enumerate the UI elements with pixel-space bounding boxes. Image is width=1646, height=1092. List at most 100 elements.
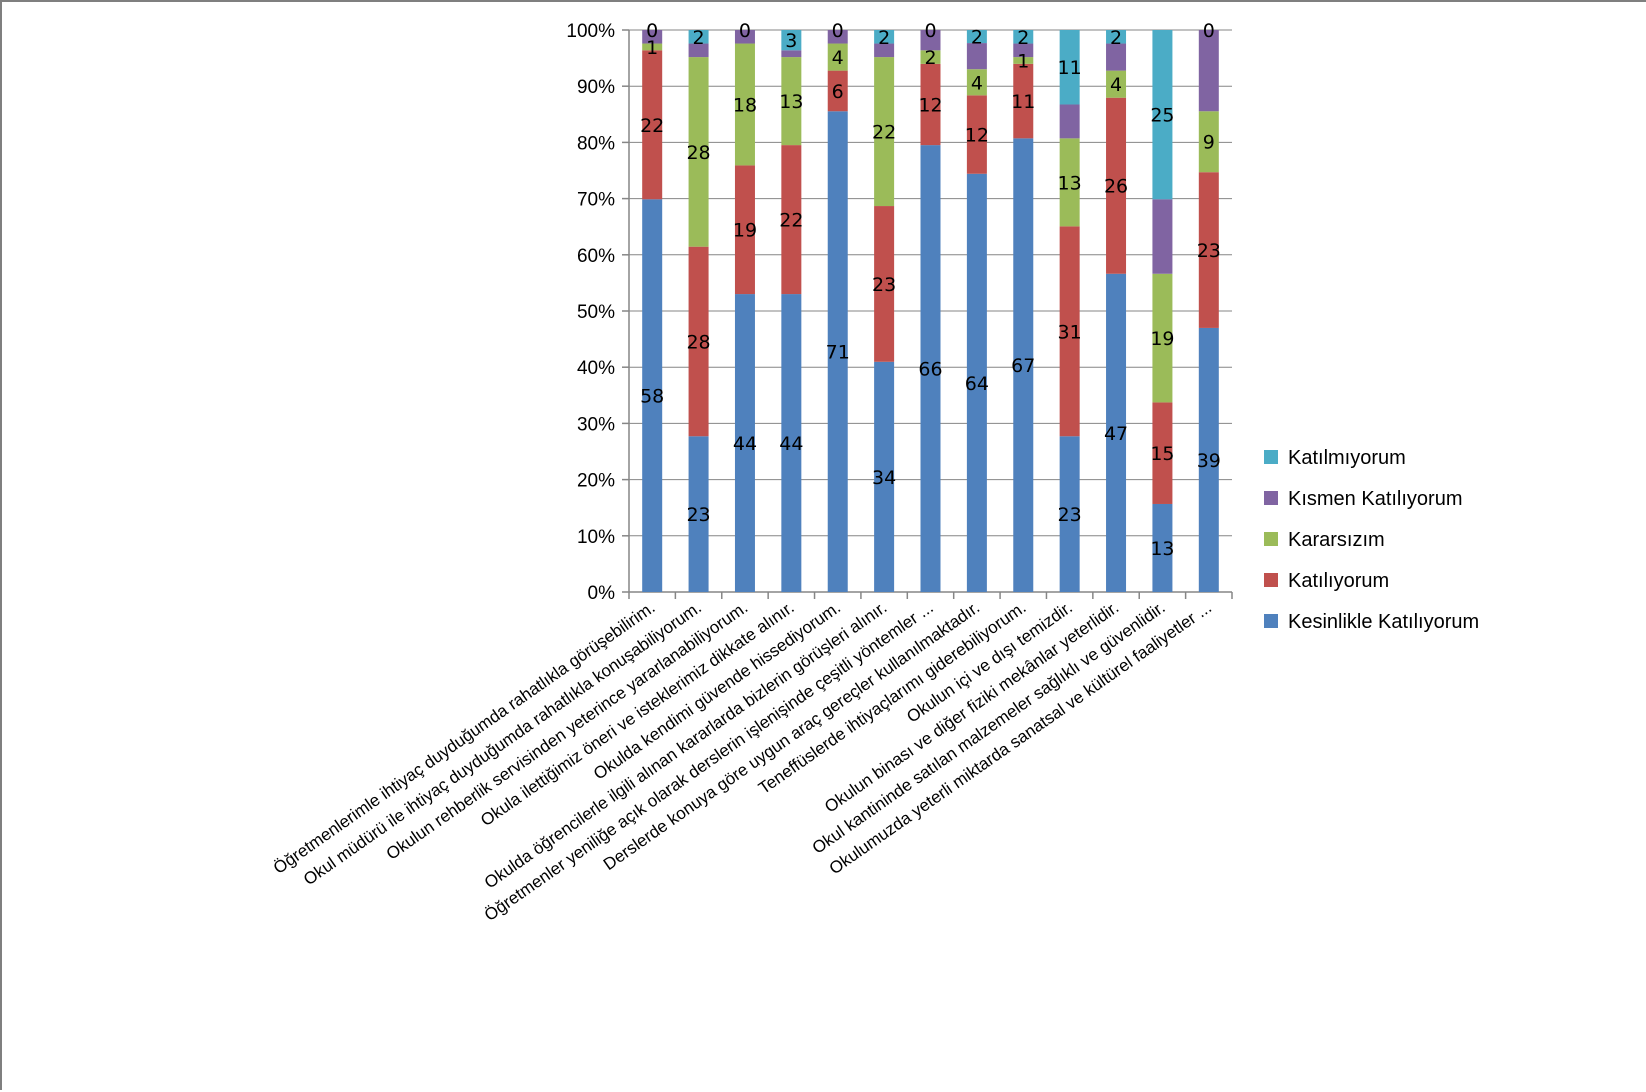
data-label: 23 xyxy=(686,504,710,526)
bar-segment xyxy=(688,43,709,58)
data-label: 2 xyxy=(693,27,705,49)
bar-segment xyxy=(1152,30,1173,200)
bar-segment xyxy=(966,95,987,174)
chart-data-labels: 5822102328282441918044221337164034232226… xyxy=(640,20,1221,560)
data-label: 1 xyxy=(646,37,658,59)
chart-bars xyxy=(642,30,1219,593)
bar-segment xyxy=(1198,172,1219,328)
bar-segment xyxy=(1152,273,1173,403)
bar-segment xyxy=(1059,226,1080,437)
data-label: 0 xyxy=(832,20,844,42)
legend-label: Katılıyorum xyxy=(1288,570,1389,592)
bar-segment xyxy=(920,145,941,592)
bar-segment xyxy=(1013,63,1034,139)
bar-segment xyxy=(734,165,755,295)
x-category-label: Okula ilettiğimiz öneri ve isteklerimiz … xyxy=(477,598,797,830)
data-label: 47 xyxy=(1104,423,1128,445)
bar-segment xyxy=(966,30,987,44)
y-tick-label: 90% xyxy=(577,77,615,98)
bar-segment xyxy=(734,294,755,592)
bar-segment xyxy=(966,69,987,96)
bar-segment xyxy=(1152,503,1173,592)
data-label: 18 xyxy=(733,94,757,116)
data-label: 28 xyxy=(686,142,710,164)
data-label: 11 xyxy=(1011,91,1035,113)
data-label: 26 xyxy=(1104,176,1128,198)
legend-label: Kısmen Katılıyorum xyxy=(1288,488,1463,510)
data-label: 22 xyxy=(872,122,896,144)
data-label: 4 xyxy=(1110,74,1122,96)
data-label: 25 xyxy=(1150,105,1174,127)
bar-segment xyxy=(1106,97,1127,274)
legend-label: Kesinlikle Katılıyorum xyxy=(1288,611,1479,633)
legend-swatch xyxy=(1264,491,1278,505)
data-label: 12 xyxy=(918,94,942,116)
data-label: 22 xyxy=(779,210,803,232)
bar-segment xyxy=(688,436,709,592)
data-label: 0 xyxy=(1203,20,1215,42)
bar-segment xyxy=(781,57,802,146)
bar-segment xyxy=(874,30,895,44)
data-label: 4 xyxy=(971,72,983,94)
data-label: 4 xyxy=(832,47,844,69)
data-label: 67 xyxy=(1011,355,1035,377)
y-tick-label: 30% xyxy=(577,414,615,435)
data-label: 64 xyxy=(965,373,989,395)
bar-segment xyxy=(1013,138,1034,593)
x-category-label: Öğretmenler yeniliğe açık olarak dersler… xyxy=(481,598,937,925)
bar-segment xyxy=(966,43,987,70)
bar-segment xyxy=(1198,327,1219,592)
y-tick-label: 80% xyxy=(577,133,615,154)
bar-segment xyxy=(1013,43,1034,58)
bar-segment xyxy=(1152,402,1173,504)
data-label: 15 xyxy=(1150,443,1174,465)
y-tick-label: 70% xyxy=(577,190,615,211)
data-label: 34 xyxy=(872,467,896,489)
bar-segment xyxy=(920,63,941,146)
y-tick-label: 50% xyxy=(577,302,615,323)
bar-segment xyxy=(688,246,709,437)
data-label: 2 xyxy=(971,27,983,49)
data-label: 22 xyxy=(640,115,664,137)
bar-segment xyxy=(1198,30,1219,112)
data-label: 23 xyxy=(1058,504,1082,526)
legend-label: Kararsızım xyxy=(1288,529,1385,551)
data-label: 2 xyxy=(878,27,890,49)
bar-segment xyxy=(966,173,987,592)
legend-swatch xyxy=(1264,450,1278,464)
bar-segment xyxy=(1059,104,1080,139)
bar-segment xyxy=(827,30,848,44)
data-label: 13 xyxy=(779,91,803,113)
data-label: 9 xyxy=(1203,132,1215,154)
data-label: 23 xyxy=(1197,240,1221,262)
bar-segment xyxy=(1106,30,1127,44)
y-tick-label: 40% xyxy=(577,358,615,379)
bar-segment xyxy=(642,43,663,51)
legend-swatch xyxy=(1264,614,1278,628)
bar-segment xyxy=(1198,111,1219,173)
y-tick-label: 100% xyxy=(566,21,615,42)
bar-segment xyxy=(874,361,895,592)
bar-segment xyxy=(1152,199,1173,274)
data-label: 1 xyxy=(1017,50,1029,72)
data-label: 6 xyxy=(832,81,844,103)
bar-segment xyxy=(734,43,755,166)
chart-legend: Katılmıyorum Kısmen Katılıyorum Kararsızım… xyxy=(1264,447,1479,633)
data-label: 0 xyxy=(646,20,658,42)
bar-segment xyxy=(874,57,895,207)
data-label: 0 xyxy=(924,20,936,42)
data-label: 13 xyxy=(1058,172,1082,194)
bar-segment xyxy=(734,30,755,44)
data-label: 58 xyxy=(640,386,664,408)
bar-segment xyxy=(874,43,895,58)
data-label: 66 xyxy=(918,359,942,381)
bar-segment xyxy=(1059,30,1080,105)
bar-segment xyxy=(688,57,709,247)
bar-segment xyxy=(874,206,895,362)
y-tick-label: 60% xyxy=(577,246,615,267)
bar-segment xyxy=(781,145,802,295)
legend-swatch xyxy=(1264,532,1278,546)
data-label: 2 xyxy=(924,47,936,69)
